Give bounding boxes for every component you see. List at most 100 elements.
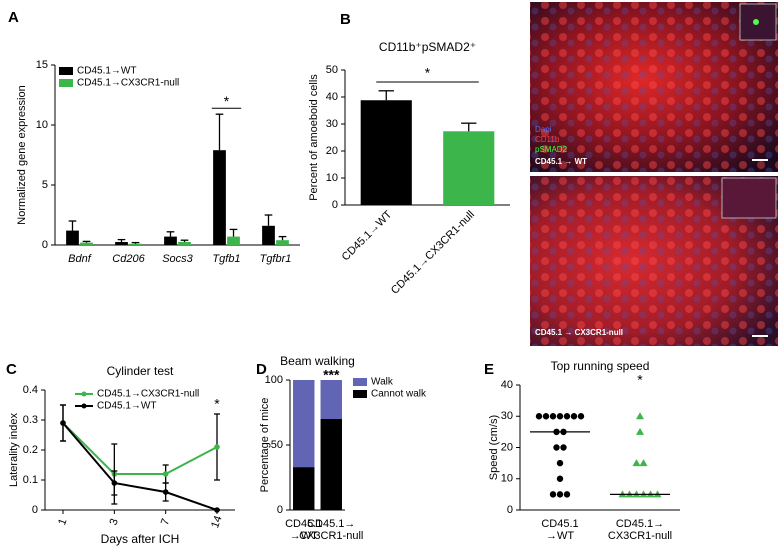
significance-marker: *** <box>323 367 340 383</box>
marker <box>535 413 543 420</box>
panel-letter: D <box>256 361 267 378</box>
y-tick-label: 50 <box>326 64 338 76</box>
marker <box>162 471 169 477</box>
bar <box>276 240 289 245</box>
series-line <box>62 422 218 511</box>
y-tick-label: 0 <box>277 504 283 516</box>
x-tick-label: 7 <box>159 517 172 527</box>
marker <box>549 413 557 420</box>
channel-label: Dapi <box>535 125 552 134</box>
marker <box>556 475 564 482</box>
bar <box>178 242 191 245</box>
bar-segment <box>293 467 315 510</box>
marker <box>632 459 641 467</box>
x-tick-label: Socs3 <box>162 253 193 265</box>
y-tick-label: 0.1 <box>23 474 38 486</box>
micrograph-wt: Dapi CD11b pSMAD2 CD45.1 → WT <box>530 2 778 172</box>
x-axis-label: Days after ICH <box>101 532 180 546</box>
marker <box>563 413 571 420</box>
legend-swatch <box>59 67 73 75</box>
y-axis-label: Percent of amoeboid cells <box>308 74 320 201</box>
bar <box>262 225 275 245</box>
y-axis-label: Speed (cm/s) <box>488 415 500 480</box>
x-tick-label: CX3CR1-null <box>608 530 672 542</box>
significance-marker: * <box>425 65 431 81</box>
panel-letter: A <box>8 9 19 26</box>
bar <box>213 150 226 245</box>
x-tick-label: CD45.1→WT <box>340 208 395 263</box>
significance-marker: * <box>214 396 220 412</box>
bar <box>129 243 142 245</box>
x-tick-label: Tgfbr1 <box>260 253 292 265</box>
y-tick-label: 15 <box>36 59 48 71</box>
y-tick-label: 10 <box>326 172 338 184</box>
y-tick-label: 40 <box>501 379 513 391</box>
marker <box>214 507 220 513</box>
x-tick-label: 14 <box>209 514 224 530</box>
bar-segment <box>320 419 342 510</box>
significance-marker: * <box>637 372 643 388</box>
marker <box>556 413 564 420</box>
marker <box>639 459 648 467</box>
marker <box>563 491 571 498</box>
significance-marker: * <box>224 93 230 109</box>
y-tick-label: 5 <box>42 179 48 191</box>
bar <box>164 236 177 245</box>
y-tick-label: 10 <box>36 119 48 131</box>
micrograph-caption: CD45.1 → CX3CR1-null <box>535 328 623 337</box>
legend-swatch <box>59 79 73 87</box>
legend-marker <box>81 391 87 397</box>
legend-swatch <box>353 378 367 386</box>
x-tick-label: Tgfb1 <box>212 253 240 265</box>
marker <box>556 491 564 498</box>
x-tick-label: CD45.1→CX3CR1-null <box>389 209 477 297</box>
y-tick-label: 30 <box>326 118 338 130</box>
bar <box>66 230 79 245</box>
chart-title: Beam walking <box>280 354 355 368</box>
chart-title: Top running speed <box>551 359 650 373</box>
bar <box>115 242 128 245</box>
bar-segment <box>320 380 342 419</box>
marker <box>553 444 560 451</box>
y-tick-label: 0 <box>332 199 338 211</box>
x-tick-label: →WT <box>546 530 574 542</box>
x-tick-label: CD45.1 <box>285 518 322 530</box>
y-tick-label: 0.2 <box>23 444 38 456</box>
channel-label: pSMAD2 <box>535 145 568 154</box>
y-axis-label: Percentage of mice <box>259 398 271 493</box>
y-tick-label: 30 <box>501 410 513 422</box>
legend-label: CD45.1→CX3CR1-null <box>77 78 179 89</box>
legend-label: CD45.1→WT <box>77 66 136 77</box>
legend-label: Walk <box>371 377 394 388</box>
micrograph-caption: CD45.1 → WT <box>535 157 587 166</box>
legend-label: CD45.1→CX3CR1-null <box>97 389 199 400</box>
x-tick-label: CX3CR1-null <box>299 530 363 542</box>
panel-letter: E <box>484 361 494 378</box>
x-tick-label: CD45.1 <box>541 518 578 530</box>
panel-letter: B <box>340 11 351 28</box>
channel-label: CD11b <box>535 135 560 144</box>
bar <box>80 242 93 245</box>
y-tick-label: 10 <box>501 473 513 485</box>
marker <box>60 420 66 426</box>
x-tick-label: →WT <box>290 530 318 542</box>
y-tick-label: 0.3 <box>23 414 38 426</box>
x-tick-label: CD45.1→ <box>616 518 664 530</box>
y-axis-label: Laterality index <box>8 413 20 487</box>
marker <box>560 444 567 451</box>
y-tick-label: 0 <box>507 504 513 516</box>
bar <box>443 131 495 205</box>
series-line <box>62 422 218 475</box>
legend-label: Cannot walk <box>371 389 427 400</box>
bar-segment <box>293 380 315 468</box>
marker <box>636 412 644 420</box>
y-tick-label: 0.4 <box>23 384 38 396</box>
y-tick-label: 0 <box>42 239 48 251</box>
marker <box>556 459 564 467</box>
bar <box>227 236 240 245</box>
micrograph-null: CD45.1 → CX3CR1-null <box>530 176 778 346</box>
x-tick-label: Bdnf <box>68 253 92 265</box>
x-tick-label: CD45.1→ <box>307 518 355 530</box>
y-tick-label: 50 <box>271 439 283 451</box>
